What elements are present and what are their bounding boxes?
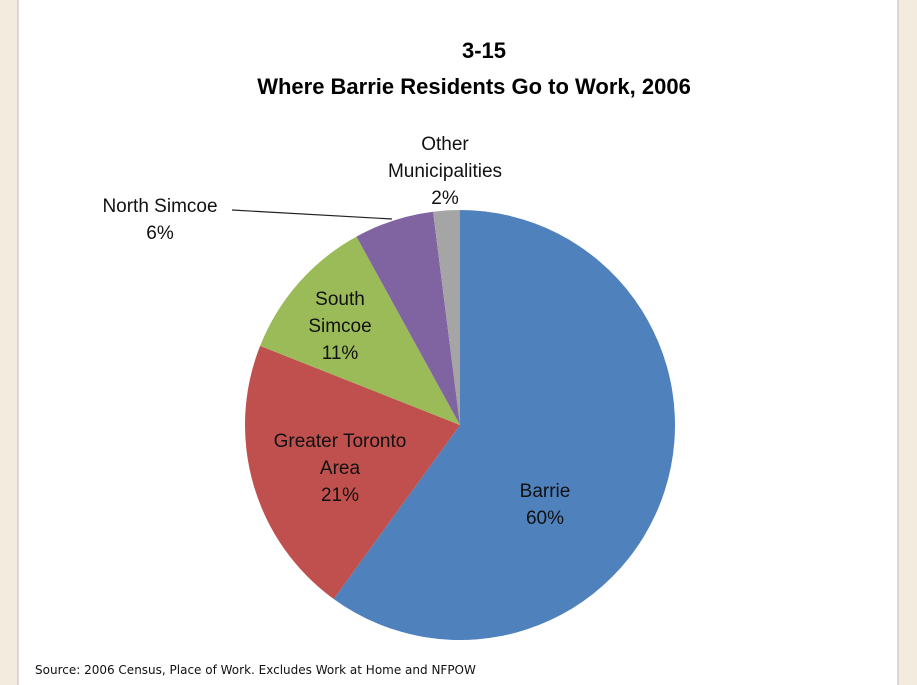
slice-label: Other Municipalities <box>388 134 502 182</box>
pie-slice <box>245 345 460 599</box>
value-label: 60% <box>526 508 564 529</box>
value-label: 2% <box>431 188 459 209</box>
value-label: 11% <box>322 343 359 364</box>
chart-title: 3-15 <box>462 38 506 63</box>
slice-label: Greater Toronto Area <box>274 431 407 479</box>
pie-slice <box>333 210 676 640</box>
chart-subtitle: Where Barrie Residents Go to Work, 2006 <box>257 74 691 99</box>
pie-slice <box>260 236 460 425</box>
slice-label: North Simcoe <box>102 196 217 217</box>
source-note: Source: 2006 Census, Place of Work. Excl… <box>35 663 476 677</box>
pie-slice <box>433 210 460 425</box>
leader-line <box>231 209 393 220</box>
pie-slice <box>356 211 460 425</box>
slice-label: South Simcoe <box>308 289 371 337</box>
value-label: 6% <box>146 223 174 244</box>
value-label: 21% <box>321 485 359 506</box>
slice-label: Barrie <box>520 481 571 502</box>
